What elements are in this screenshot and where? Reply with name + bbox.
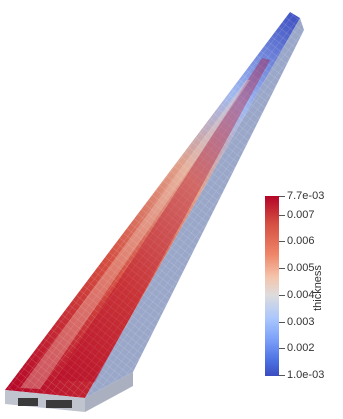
colorbar-tick-max [279,196,285,197]
colorbar-tick-label: 0.003 [287,315,315,328]
colorbar-tick [279,268,285,270]
colorbar-tick [279,348,285,350]
colorbar-max-label: 7.7e-03 [287,190,325,202]
colorbar-tick [279,241,285,243]
colorbar-gradient [265,196,279,376]
colorbar-tick-label: 0.005 [287,262,315,275]
colorbar-title: thickness [312,265,324,311]
colorbar-tick-min [279,375,285,376]
colorbar-tick [279,321,285,323]
colorbar-tick [279,294,285,296]
colorbar-tick-label: 0.006 [287,235,315,248]
colorbar-tick-label: 0.004 [287,288,315,301]
colorbar-tick-label: 0.007 [287,208,315,221]
colorbar-tick-label: 0.002 [287,342,315,355]
blade-mesh [5,12,304,412]
colorbar-min-label: 1.0e-03 [287,369,325,381]
colorbar-tick [279,214,285,216]
